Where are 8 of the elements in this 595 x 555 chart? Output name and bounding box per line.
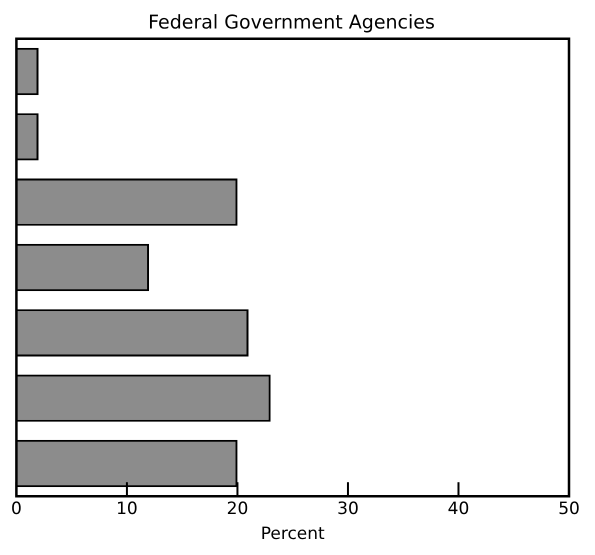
x-tick-label: 20 — [226, 498, 248, 519]
x-axis-title: Percent — [260, 524, 326, 544]
chart-title: Federal Government Agencies — [148, 11, 435, 34]
x-tick-label: 40 — [448, 498, 470, 519]
x-tick-label: 10 — [116, 498, 138, 519]
x-tick-label: 30 — [337, 498, 359, 519]
x-tick-label: 50 — [558, 498, 580, 519]
x-tick-label: 0 — [10, 498, 22, 519]
